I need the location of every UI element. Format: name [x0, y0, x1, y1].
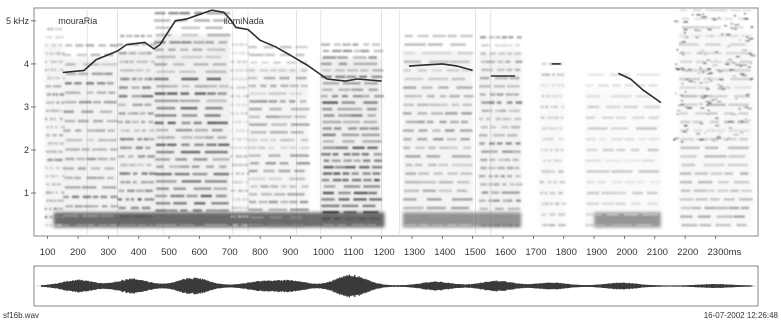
x-axis-ticks: 100 200 300 400 500 600 700 800 900 1000 1100 1200 1…	[40, 236, 742, 258]
x-tick-label: 1000	[313, 247, 334, 258]
annotation-label: mouraRia	[58, 16, 97, 26]
timestamp: 16-07-2002 12:26:48	[703, 311, 778, 320]
x-tick-label: 1900	[586, 247, 607, 258]
x-tick-label: 2200	[677, 247, 698, 258]
x-tick-label: 500	[161, 247, 177, 258]
x-tick-label: 1400	[434, 247, 455, 258]
annotation-label: ilomiNada	[224, 16, 264, 26]
x-tick-label: 1600	[495, 247, 516, 258]
file-name: sf16b.wav	[3, 311, 40, 320]
x-tick-label: 1300	[404, 247, 425, 258]
pitch-contour	[62, 9, 662, 104]
x-tick-label: 1100	[343, 247, 363, 258]
x-tick-label: 1500	[465, 247, 486, 258]
x-tick-label: 800	[252, 247, 268, 258]
x-tick-label: 2000	[616, 247, 637, 258]
x-tick-label: 200	[70, 247, 86, 258]
y-tick-label: 1	[24, 188, 29, 198]
x-tick-label: 900	[283, 247, 299, 258]
y-axis-ticks: 1 2 3 4 5 kHz	[6, 16, 36, 198]
y-tick-label: 3	[24, 102, 29, 112]
x-tick-label: 1800	[556, 247, 577, 258]
x-tick-label: 1200	[374, 247, 395, 258]
x-tick-label: 100	[40, 247, 56, 258]
spectrogram-energy	[44, 8, 756, 228]
x-tick-label: 700	[222, 247, 238, 258]
x-tick-label: 2300ms	[708, 247, 742, 258]
x-tick-label: 2100	[647, 247, 668, 258]
y-tick-label: 4	[24, 59, 29, 69]
pitch-contour-segment-5	[618, 72, 662, 104]
waveform	[41, 274, 753, 298]
pitch-contour-segment-2	[408, 63, 473, 72]
spectrogram-segment-lines	[86, 10, 492, 234]
annotations: mouraRia ilomiNada	[58, 16, 263, 26]
x-tick-label: 400	[131, 247, 147, 258]
pitch-contour-segment-1	[62, 9, 382, 82]
x-tick-label: 300	[100, 247, 116, 258]
x-tick-label: 600	[191, 247, 207, 258]
y-tick-label: 2	[24, 145, 29, 155]
y-tick-label: 5 kHz	[6, 16, 30, 26]
x-tick-label: 1700	[525, 247, 546, 258]
